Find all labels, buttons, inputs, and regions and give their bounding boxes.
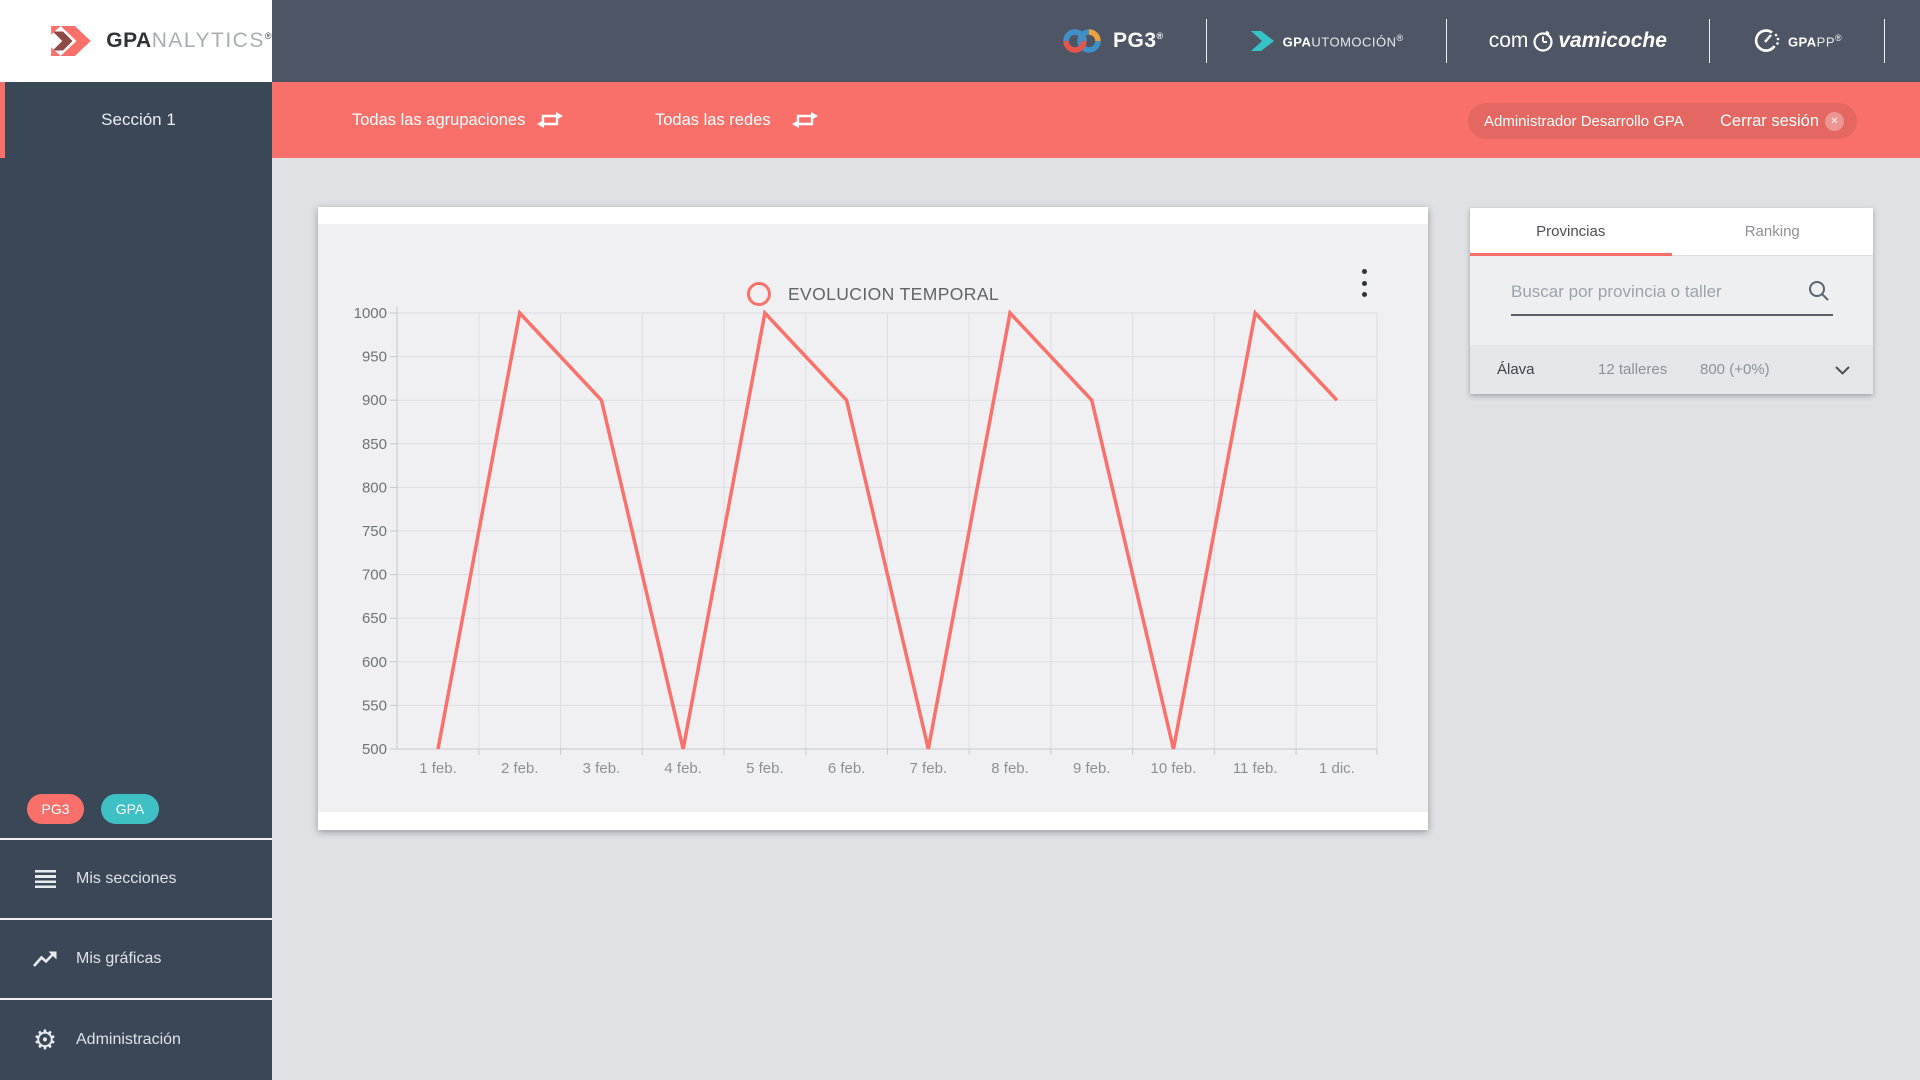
svg-text:9 feb.: 9 feb. [1073, 760, 1111, 777]
chart-menu-kebab-icon[interactable] [1352, 268, 1376, 298]
sidebar-item-label: Mis gráficas [76, 950, 162, 967]
svg-text:5 feb.: 5 feb. [746, 760, 784, 777]
svg-text:2 feb.: 2 feb. [501, 760, 539, 777]
pg3-infinity-icon [1063, 29, 1101, 53]
svg-text:6 feb.: 6 feb. [828, 760, 866, 777]
chart-card: 1000 950 900 850 800 750 700 650 600 550 500 1 feb.… [318, 207, 1428, 830]
panel-tabs: Provincias Ranking [1470, 208, 1873, 256]
svg-text:850: 850 [362, 436, 387, 453]
tab-provincias[interactable]: Provincias [1470, 208, 1672, 256]
sidebar-badges: PG3 GPA [0, 794, 272, 824]
search-field [1511, 269, 1833, 316]
swap-networks-icon[interactable] [791, 108, 819, 132]
sidebar-item-mis-graficas[interactable]: Mis gráficas [0, 918, 272, 998]
sidebar-item-mis-secciones[interactable]: Mis secciones [0, 838, 272, 918]
top-header: PG3® GPAUTOMOCIÓN® com vamicoche [272, 0, 1920, 82]
filter-networks[interactable]: Todas las redes [655, 110, 771, 129]
filter-bar: Todas las agrupaciones Todas las redes A… [272, 82, 1920, 158]
svg-text:3 feb.: 3 feb. [583, 760, 621, 777]
user-session-pill: Administrador Desarrollo GPA Cerrar sesi… [1468, 103, 1857, 139]
list-icon [32, 870, 58, 888]
comovamicoche-logo[interactable]: com vamicoche [1489, 28, 1667, 54]
filter-groupings[interactable]: Todas las agrupaciones [352, 110, 526, 129]
sidebar: Sección 1 PG3 GPA Mis secciones Mis gráf… [0, 82, 272, 1080]
clock-icon [1533, 30, 1553, 52]
header-divider [1884, 19, 1886, 63]
sidebar-section-1[interactable]: Sección 1 [0, 82, 272, 158]
chart-legend[interactable]: EVOLUCION TEMPORAL [746, 282, 1000, 306]
header-divider [1205, 19, 1207, 63]
gpanalytics-arrow-icon [51, 25, 91, 57]
trending-chart-icon [32, 950, 58, 969]
svg-text:800: 800 [362, 479, 387, 496]
pg3-label: PG3® [1113, 29, 1164, 52]
line-chart: 1000 950 900 850 800 750 700 650 600 550 500 1 feb.… [354, 305, 1378, 777]
gpapp-gauge-icon [1754, 29, 1780, 52]
gpapp-label: GPAPP® [1787, 32, 1843, 50]
swap-groupings-icon[interactable] [536, 108, 564, 132]
svg-text:600: 600 [362, 654, 387, 671]
svg-text:900: 900 [362, 392, 387, 409]
panel-search-section [1470, 256, 1873, 345]
sidebar-item-label: Administración [76, 1031, 181, 1048]
svg-text:8 feb.: 8 feb. [991, 760, 1029, 777]
series-marker-icon [746, 282, 771, 306]
province-value: 800 (+0%) [1700, 361, 1770, 378]
gpautomocion-arrow-icon [1250, 31, 1274, 51]
header-divider [1445, 19, 1447, 63]
logout-button[interactable]: Cerrar sesión [1720, 111, 1820, 130]
province-name: Álava [1497, 361, 1535, 378]
chart-area: 1000 950 900 850 800 750 700 650 600 550 500 1 feb.… [318, 224, 1428, 812]
svg-text:750: 750 [362, 523, 387, 540]
search-input[interactable] [1511, 275, 1791, 309]
svg-text:1 feb.: 1 feb. [419, 760, 457, 777]
series-title: EVOLUCION TEMPORAL [787, 283, 1000, 304]
svg-text:10 feb.: 10 feb. [1151, 760, 1197, 777]
gpautomocion-logo[interactable]: GPAUTOMOCIÓN® [1249, 28, 1404, 54]
badge-gpa[interactable]: GPA [101, 794, 159, 824]
svg-text:1000: 1000 [354, 305, 387, 322]
badge-pg3[interactable]: PG3 [27, 794, 84, 824]
header-divider [1708, 19, 1710, 63]
svg-text:4 feb.: 4 feb. [664, 760, 702, 777]
gpautomocion-label: GPAUTOMOCIÓN® [1282, 32, 1404, 50]
user-name: Administrador Desarrollo GPA [1484, 112, 1684, 130]
pg3-logo[interactable]: PG3® [1060, 27, 1164, 55]
gear-icon: ⚙ [32, 1024, 58, 1055]
brand-logo: GPANALYTICS® [0, 0, 272, 82]
svg-text:1 dic.: 1 dic. [1319, 760, 1355, 777]
gpapp-logo[interactable]: GPAPP® [1752, 27, 1842, 55]
chevron-down-icon[interactable] [1834, 365, 1851, 376]
svg-text:550: 550 [362, 697, 387, 714]
partner-logo-strip: PG3® GPAUTOMOCIÓN® com vamicoche [1060, 0, 1920, 82]
logout-close-icon[interactable]: ✕ [1825, 112, 1844, 131]
brand-name: GPANALYTICS® [106, 29, 272, 52]
svg-text:650: 650 [362, 610, 387, 627]
province-workshops: 12 talleres [1598, 361, 1668, 378]
svg-text:950: 950 [362, 349, 387, 366]
active-tab-underline [1470, 253, 1672, 256]
svg-text:700: 700 [362, 567, 387, 584]
comova-post-label: vamicoche [1558, 29, 1667, 52]
sidebar-item-label: Mis secciones [76, 870, 177, 887]
svg-text:11 feb.: 11 feb. [1233, 760, 1278, 777]
search-icon[interactable] [1807, 279, 1831, 303]
svg-text:500: 500 [362, 741, 387, 758]
province-row-alava[interactable]: Álava 12 talleres 800 (+0%) [1470, 345, 1873, 394]
tab-ranking[interactable]: Ranking [1744, 223, 1800, 240]
sidebar-item-administracion[interactable]: ⚙ Administración [0, 998, 272, 1080]
svg-text:7 feb.: 7 feb. [910, 760, 948, 777]
provinces-panel: Provincias Ranking Álava 12 talleres 800… [1470, 208, 1873, 394]
comova-pre-label: com [1488, 29, 1529, 52]
